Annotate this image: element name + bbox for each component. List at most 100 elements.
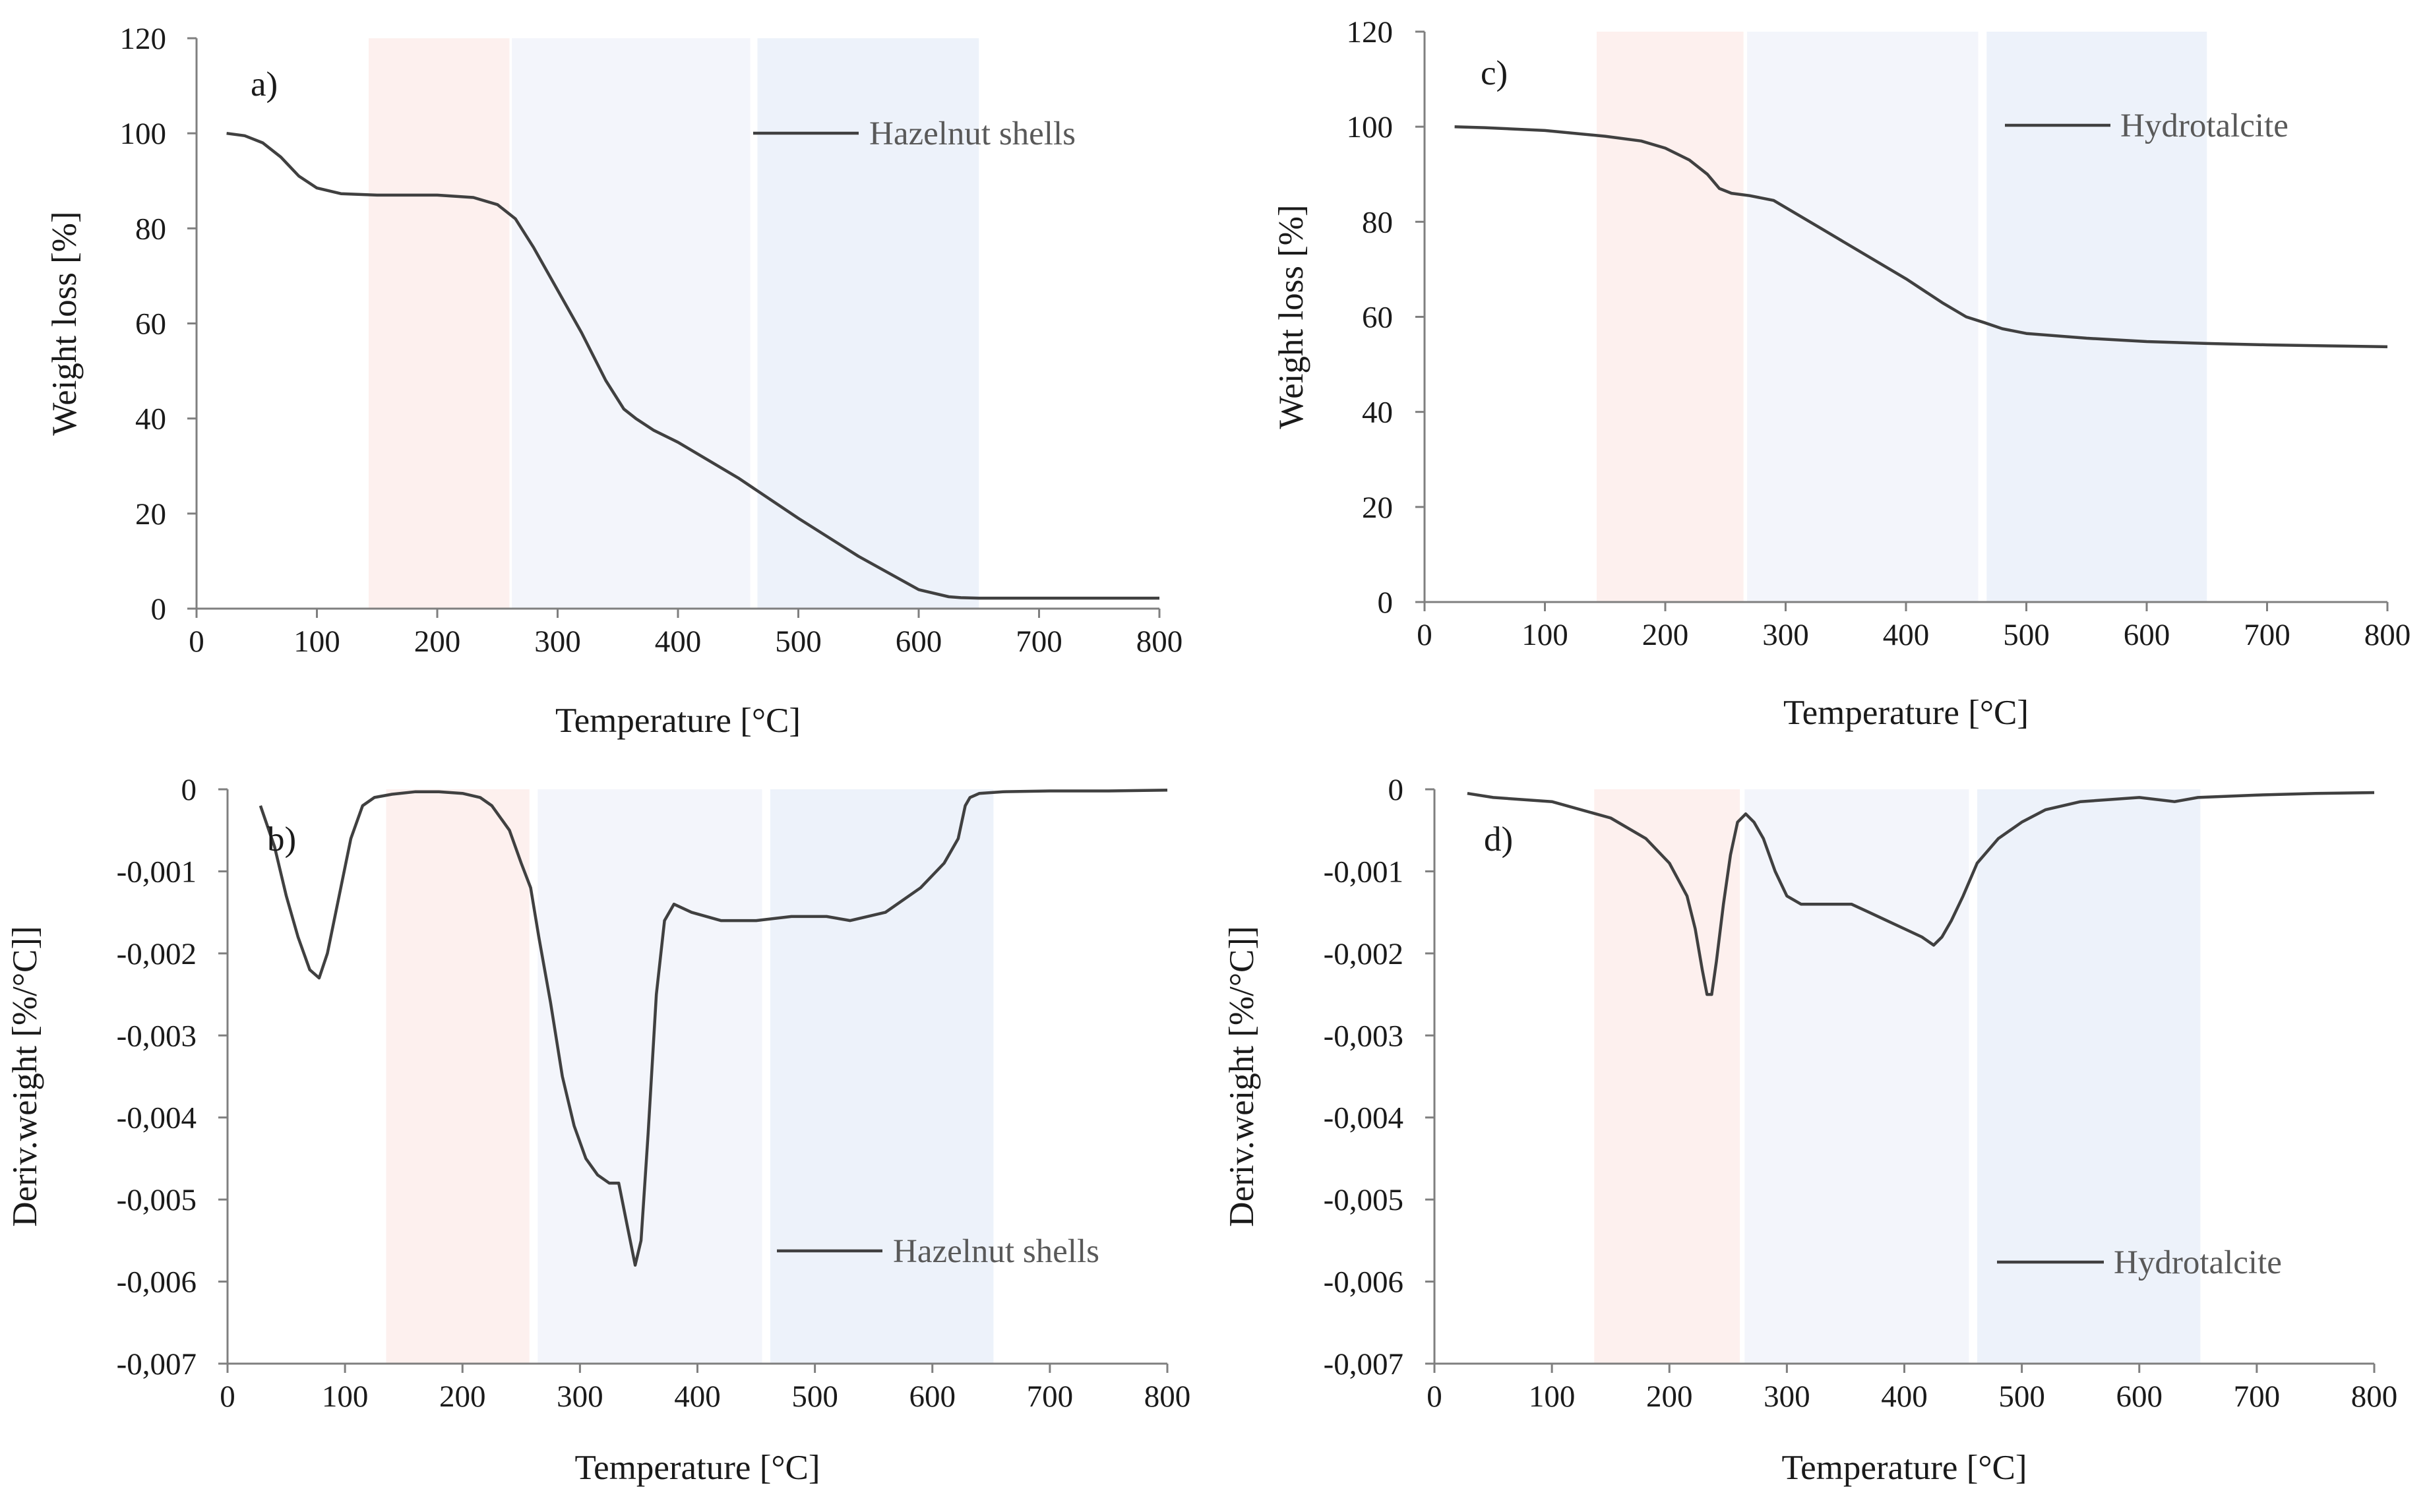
x-axis-title: Temperature [°C]: [574, 1449, 820, 1487]
y-axis-title: Weight loss [%]: [46, 211, 84, 435]
temperature-band-1: [1594, 789, 1740, 1364]
series-line-hazelnut-shells: [259, 788, 1168, 1267]
y-tick-label: -0,006: [117, 1265, 197, 1300]
y-tick-label: -0,002: [1324, 937, 1403, 971]
x-tick-label: 500: [1998, 1379, 2045, 1414]
y-tick-label: -0,001: [117, 855, 197, 889]
y-axis-title: Weight loss [%]: [1272, 204, 1310, 429]
x-tick-label: 0: [1427, 1379, 1442, 1414]
y-tick-label: -0,003: [1324, 1019, 1403, 1053]
y-tick-label: 20: [135, 497, 166, 531]
x-tick-label: 600: [909, 1379, 956, 1414]
y-tick-label: 40: [1362, 396, 1393, 430]
temperature-band-3: [1977, 789, 2201, 1364]
y-tick-label: -0,005: [1324, 1183, 1403, 1217]
x-tick-label: 400: [655, 624, 702, 659]
y-tick-label: -0,001: [1324, 855, 1403, 889]
temperature-band-2: [1747, 32, 1979, 602]
panel-c: 0 100 200 300 400 500 600 700 800 0 20 40 60 80 100 120…: [1272, 15, 2411, 732]
y-tick-label: 80: [1362, 205, 1393, 239]
y-tick-label: -0,007: [1324, 1347, 1403, 1381]
y-tick-label: 60: [1362, 301, 1393, 335]
legend-label: Hazelnut shells: [869, 115, 1076, 152]
x-tick-label: 600: [2116, 1379, 2163, 1414]
x-tick-label: 800: [1136, 624, 1183, 659]
temperature-band-2: [512, 38, 751, 609]
y-tick-label: -0,004: [117, 1101, 197, 1135]
series-line-hydrotalcite: [1454, 125, 2388, 349]
x-tick-label: 300: [1764, 1379, 1810, 1414]
x-tick-label: 300: [534, 624, 581, 659]
panel-letter: a): [251, 65, 278, 104]
y-tick-label: -0,004: [1324, 1101, 1403, 1135]
series-line-hydrotalcite: [1467, 791, 2375, 996]
temperature-band-3: [770, 789, 994, 1364]
y-tick-label: 100: [1347, 110, 1394, 144]
y-tick-label: 0: [1388, 773, 1404, 807]
x-tick-label: 400: [1881, 1379, 1928, 1414]
x-tick-label: 700: [1027, 1379, 1074, 1414]
y-tick-label: -0,005: [117, 1183, 197, 1217]
x-tick-label: 800: [2364, 618, 2411, 652]
y-tick-label: 100: [120, 117, 167, 151]
x-tick-label: 200: [1646, 1379, 1693, 1414]
y-tick-label: 0: [181, 773, 197, 807]
x-tick-label: 700: [2234, 1379, 2281, 1414]
y-tick-label: 80: [135, 212, 166, 246]
panel-b: 0 100 200 300 400 500 600 700 800 0 -0,001 -0,002 -0…: [6, 773, 1190, 1487]
x-tick-label: 400: [674, 1379, 721, 1414]
y-tick-label: -0,006: [1324, 1265, 1403, 1300]
temperature-band-1: [1596, 32, 1744, 602]
x-tick-label: 0: [189, 624, 204, 659]
x-tick-label: 300: [557, 1379, 603, 1414]
y-axis-title: Deriv.weight [%/°C]]: [1223, 926, 1261, 1226]
y-tick-label: 20: [1362, 491, 1393, 525]
y-tick-label: -0,002: [117, 937, 197, 971]
x-tick-label: 500: [791, 1379, 838, 1414]
x-axis-title: Temperature [°C]: [555, 702, 801, 740]
x-tick-label: 100: [1521, 618, 1568, 652]
x-tick-label: 0: [1417, 618, 1432, 652]
y-tick-label: 120: [120, 22, 167, 56]
x-tick-label: 500: [775, 624, 822, 659]
x-tick-label: 800: [2351, 1379, 2398, 1414]
x-tick-label: 600: [896, 624, 942, 659]
panel-letter: d): [1484, 820, 1513, 859]
y-axis-title: Deriv.weight [%/°C]]: [6, 926, 44, 1226]
legend-label: Hazelnut shells: [893, 1233, 1099, 1270]
temperature-band-2: [538, 789, 762, 1364]
x-tick-label: 100: [322, 1379, 369, 1414]
series-line-hazelnut-shells: [226, 131, 1159, 600]
x-axis-title: Temperature [°C]: [1781, 1449, 2027, 1487]
x-tick-label: 200: [414, 624, 461, 659]
x-tick-label: 700: [2244, 618, 2290, 652]
x-tick-label: 400: [1883, 618, 1930, 652]
legend-label: Hydrotalcite: [2114, 1244, 2282, 1281]
x-tick-label: 100: [293, 624, 340, 659]
panel-letter: c): [1481, 54, 1508, 92]
x-tick-label: 0: [220, 1379, 235, 1414]
temperature-band-1: [368, 38, 510, 609]
panel-a: 0 100 200 300 400 500 600 700 800 0 20 40 60 80 100 120…: [46, 22, 1183, 740]
y-tick-label: 60: [135, 307, 166, 342]
y-tick-label: 40: [135, 402, 166, 437]
y-tick-label: 0: [151, 592, 167, 626]
y-tick-label: 120: [1347, 15, 1394, 49]
x-axis-title: Temperature [°C]: [1783, 694, 2029, 732]
x-tick-label: 600: [2124, 618, 2170, 652]
x-tick-label: 500: [2003, 618, 2050, 652]
y-tick-label: -0,007: [117, 1347, 197, 1381]
x-tick-label: 200: [439, 1379, 486, 1414]
y-tick-label: 0: [1378, 586, 1394, 620]
legend-label: Hydrotalcite: [2120, 107, 2289, 144]
x-tick-label: 300: [1762, 618, 1809, 652]
x-tick-label: 800: [1144, 1379, 1191, 1414]
x-tick-label: 200: [1642, 618, 1689, 652]
y-tick-label: -0,003: [117, 1019, 197, 1053]
temperature-band-1: [386, 789, 530, 1364]
panel-d: 0 100 200 300 400 500 600 700 800 0 -0,001 -0,002 -0…: [1223, 773, 2397, 1487]
x-tick-label: 100: [1529, 1379, 1576, 1414]
x-tick-label: 700: [1016, 624, 1062, 659]
panel-letter: b): [267, 820, 296, 859]
